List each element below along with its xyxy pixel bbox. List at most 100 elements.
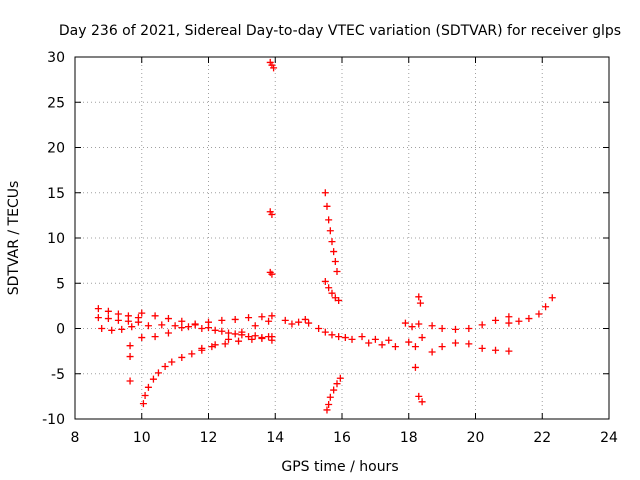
data-point — [98, 325, 106, 332]
data-point — [335, 296, 343, 304]
y-tick-label: 30 — [47, 50, 65, 66]
data-point — [542, 303, 550, 311]
data-point — [505, 347, 513, 355]
data-point — [438, 325, 446, 332]
y-tick-label: -5 — [51, 367, 65, 383]
data-point — [104, 315, 112, 323]
series-arc-1 — [94, 305, 142, 322]
data-point — [411, 363, 419, 371]
data-point — [178, 317, 186, 325]
data-point — [149, 375, 157, 383]
series-arc-10 — [266, 58, 278, 72]
data-point — [548, 294, 556, 302]
data-point — [492, 346, 500, 354]
x-axis-label: GPS time / hours — [281, 459, 398, 475]
series-arc-2 — [94, 314, 142, 326]
data-point — [315, 325, 323, 332]
data-point — [325, 401, 333, 409]
data-point — [265, 317, 273, 325]
data-point — [371, 335, 379, 343]
data-point — [416, 299, 424, 307]
data-point — [295, 318, 303, 326]
data-point — [330, 386, 338, 394]
data-point — [218, 316, 226, 324]
data-point — [411, 343, 419, 351]
data-point — [139, 400, 147, 408]
data-point — [218, 327, 226, 335]
series-arc-9 — [198, 317, 273, 352]
data-point — [168, 358, 176, 366]
x-tick-label: 22 — [533, 430, 551, 446]
data-point — [161, 363, 169, 371]
data-point — [268, 270, 276, 278]
data-point — [328, 238, 336, 246]
data-point — [325, 216, 333, 224]
x-tick-label: 16 — [333, 430, 351, 446]
data-point — [141, 391, 149, 399]
series-arc-12 — [266, 268, 276, 278]
data-point — [211, 341, 219, 349]
data-point — [348, 335, 356, 343]
series-arc-14 — [321, 189, 341, 275]
data-point — [114, 310, 122, 318]
data-point — [225, 329, 233, 337]
series-arc-19 — [401, 319, 426, 351]
data-point — [258, 334, 266, 342]
x-tick-label: 20 — [467, 430, 485, 446]
data-point — [328, 289, 336, 297]
y-tick-label: 10 — [47, 231, 65, 247]
data-point — [385, 336, 393, 344]
data-point — [144, 383, 152, 391]
series-arc-8 — [144, 321, 273, 341]
data-point — [184, 323, 192, 331]
x-tick-label: 14 — [266, 430, 284, 446]
data-point — [341, 334, 349, 342]
data-point — [198, 325, 206, 332]
data-point — [331, 258, 339, 266]
data-point — [238, 328, 246, 336]
data-point — [245, 333, 253, 341]
data-points — [94, 58, 556, 414]
data-point — [321, 277, 329, 285]
series-arc-24 — [505, 294, 556, 327]
data-point — [235, 337, 243, 345]
data-point — [154, 369, 162, 377]
series-arc-16 — [323, 374, 344, 414]
data-point — [326, 227, 334, 235]
data-point — [405, 338, 413, 346]
x-tick-label: 10 — [133, 430, 151, 446]
data-point — [335, 333, 343, 341]
data-point — [151, 333, 159, 341]
data-point — [151, 312, 159, 320]
data-point — [428, 322, 436, 330]
data-point — [144, 322, 152, 330]
grid — [75, 57, 609, 419]
data-point — [415, 320, 423, 328]
data-point — [251, 332, 259, 340]
data-point — [268, 336, 276, 344]
data-point — [525, 315, 533, 323]
data-point — [265, 333, 273, 341]
y-tick-label: 20 — [47, 141, 65, 157]
data-point — [178, 353, 186, 361]
series-arc-3 — [98, 323, 136, 334]
data-point — [515, 317, 523, 325]
data-point — [138, 309, 146, 317]
data-point — [451, 339, 459, 347]
data-point — [124, 317, 132, 325]
data-point — [268, 312, 276, 320]
data-point — [451, 325, 459, 333]
data-point — [270, 64, 278, 72]
data-point — [326, 393, 334, 401]
x-tick-label: 12 — [200, 430, 218, 446]
data-point — [126, 377, 134, 385]
data-point — [418, 334, 426, 342]
data-point — [305, 319, 313, 327]
data-point — [171, 322, 179, 330]
data-point — [126, 342, 134, 350]
data-point — [336, 374, 344, 382]
data-point — [358, 333, 366, 341]
series-arc-4 — [126, 342, 134, 385]
data-point — [401, 319, 409, 327]
